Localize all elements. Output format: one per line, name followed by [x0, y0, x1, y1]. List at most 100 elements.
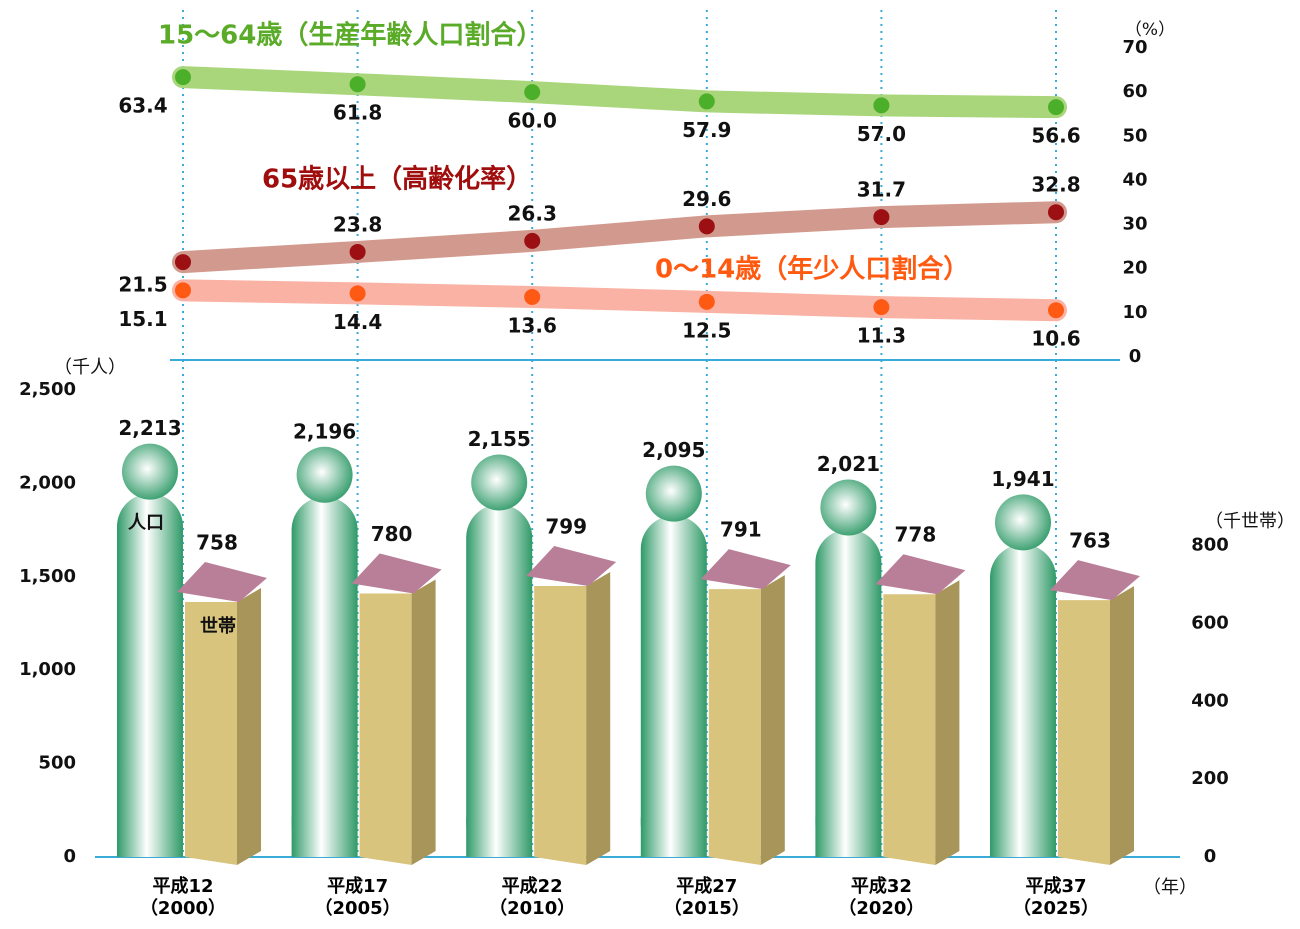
- bar: [990, 494, 1056, 857]
- y-tick-label: 70: [1122, 37, 1147, 58]
- x-tick-label: 平成12 （2000）: [123, 876, 243, 920]
- bar-body-base: [815, 817, 881, 857]
- y-tick-label: 1,500: [19, 566, 76, 587]
- bar: [701, 549, 791, 865]
- bar: [815, 479, 881, 857]
- bar-head: [646, 466, 702, 522]
- data-label: 2,213: [118, 416, 181, 440]
- line-point: [699, 294, 715, 310]
- x-tick-label: 平成17 （2005）: [298, 876, 418, 920]
- data-label: 11.3: [857, 324, 906, 348]
- y-tick-label: 60: [1122, 81, 1147, 102]
- data-label: 15.1: [118, 307, 167, 331]
- data-label: 763: [1069, 529, 1111, 553]
- line-point: [524, 289, 540, 305]
- data-label: 1,941: [991, 467, 1054, 491]
- y-tick-label: 1,000: [19, 659, 76, 680]
- data-label: 57.0: [857, 122, 906, 146]
- series-name: 15～64歳（生産年齢人口割合）: [158, 20, 542, 51]
- data-label: 14.4: [333, 310, 382, 334]
- line-point: [1048, 99, 1064, 115]
- line-point: [873, 97, 889, 113]
- line-point: [175, 69, 191, 85]
- y-tick-label: 10: [1122, 302, 1147, 323]
- data-label: 2,196: [293, 419, 356, 443]
- data-label: 61.8: [333, 101, 382, 125]
- bar: [875, 554, 965, 865]
- data-label: 791: [720, 518, 762, 542]
- data-label: 12.5: [682, 318, 731, 342]
- line-point: [175, 282, 191, 298]
- bar-front: [534, 586, 586, 865]
- line-point: [1048, 204, 1064, 220]
- line-point: [873, 209, 889, 225]
- data-label: 23.8: [333, 212, 382, 236]
- bar-front: [1058, 600, 1110, 865]
- y2-tick-label: 200: [1191, 768, 1229, 789]
- data-label: 13.6: [508, 313, 557, 337]
- y2-tick-label: 600: [1191, 613, 1229, 634]
- data-label: 778: [895, 523, 937, 547]
- data-label: 10.6: [1031, 327, 1080, 351]
- line-point: [350, 285, 366, 301]
- bar-side: [412, 579, 436, 865]
- data-label: 56.6: [1031, 124, 1080, 148]
- bar-head: [995, 494, 1051, 550]
- data-label: 2,021: [817, 452, 880, 476]
- data-label: 31.7: [857, 178, 906, 202]
- x-unit: （年）: [1143, 877, 1197, 898]
- y2-tick-label: 400: [1191, 690, 1229, 711]
- bar-body-base: [117, 817, 183, 857]
- series-label: 人口: [128, 513, 164, 534]
- y-tick-label: 50: [1122, 125, 1147, 146]
- bar: [352, 553, 442, 865]
- line-point: [699, 93, 715, 109]
- series-name: 0～14歳（年少人口割合）: [655, 254, 969, 285]
- bar-side: [237, 588, 261, 865]
- line-band: [183, 77, 1056, 107]
- bar: [177, 562, 267, 865]
- bar-side: [935, 580, 959, 865]
- bar-front: [709, 589, 761, 865]
- series-label: 世帯: [200, 615, 236, 637]
- bar-side: [1110, 586, 1134, 865]
- y-unit: （%）: [1125, 20, 1175, 40]
- bar-front: [185, 602, 237, 865]
- x-tick-label: 平成22 （2010）: [472, 876, 592, 920]
- data-label: 2,095: [642, 438, 705, 462]
- data-label: 799: [545, 515, 587, 539]
- data-label: 29.6: [682, 187, 731, 211]
- bar-body-base: [292, 817, 358, 857]
- data-label: 32.8: [1031, 173, 1080, 197]
- y-tick-label: 2,500: [19, 379, 76, 400]
- bar-head: [471, 454, 527, 510]
- y-tick-label: 20: [1122, 258, 1147, 279]
- bar-head: [297, 447, 353, 503]
- y-tick-label: 0: [1129, 346, 1142, 367]
- bar-body: [815, 529, 881, 857]
- y-unit: （千人）: [54, 357, 126, 378]
- x-tick-label: 平成27 （2015）: [647, 876, 767, 920]
- page: 010203040506070（%）63.461.860.057.957.056…: [0, 0, 1300, 929]
- bar-front: [360, 593, 412, 865]
- bar-body: [117, 494, 183, 857]
- y-tick-label: 40: [1122, 169, 1147, 190]
- bar: [117, 444, 183, 857]
- y-tick-label: 2,000: [19, 472, 76, 493]
- data-label: 63.4: [118, 94, 167, 118]
- line-point: [524, 84, 540, 100]
- bar-body: [292, 497, 358, 857]
- data-label: 57.9: [682, 118, 731, 142]
- y2-unit: （千世帯）: [1205, 511, 1295, 532]
- bar: [1050, 560, 1140, 865]
- bar-head: [122, 444, 178, 500]
- y2-tick-label: 800: [1191, 535, 1229, 556]
- chart: 010203040506070（%）63.461.860.057.957.056…: [0, 0, 1300, 929]
- data-label: 26.3: [508, 201, 557, 225]
- bar: [292, 447, 358, 857]
- bar-body: [641, 516, 707, 857]
- y2-tick-label: 0: [1204, 846, 1217, 867]
- line-band: [183, 290, 1056, 310]
- bar: [526, 546, 616, 865]
- y-tick-label: 500: [38, 753, 76, 774]
